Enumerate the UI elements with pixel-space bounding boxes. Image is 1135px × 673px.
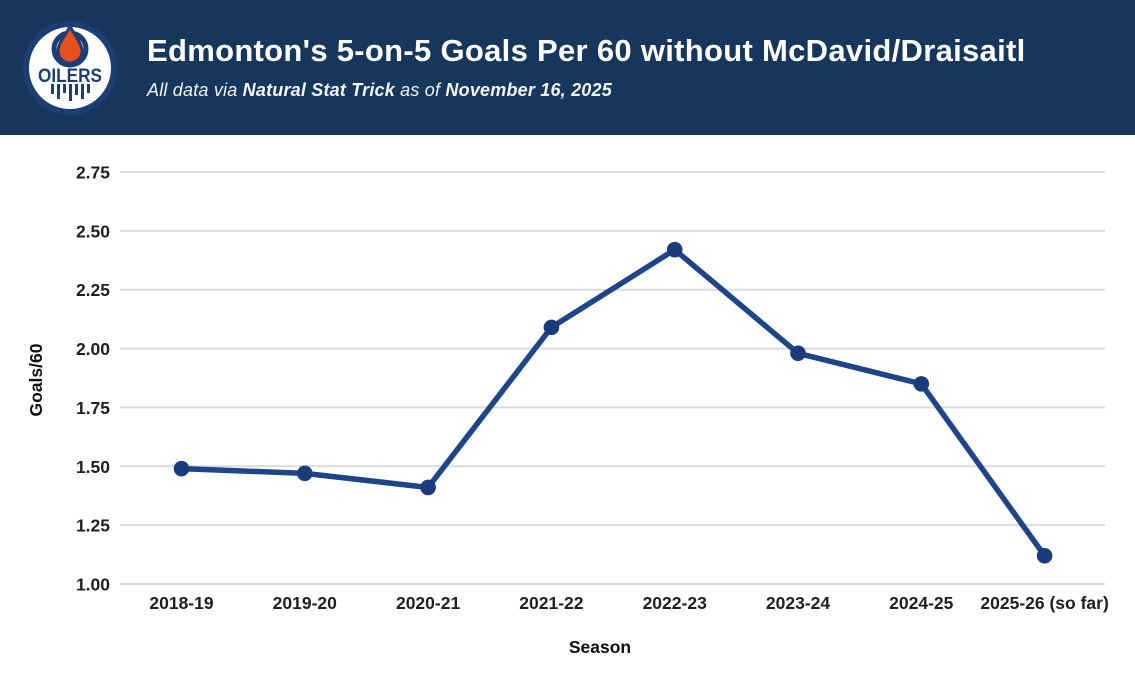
x-tick-label: 2023-24	[766, 593, 830, 613]
header-banner: OILERS Edmonton's 5-on-5 Goals Per 60 wi…	[0, 0, 1135, 135]
page-title: Edmonton's 5-on-5 Goals Per 60 without M…	[147, 33, 1026, 69]
y-tick-label: 1.00	[76, 575, 110, 595]
y-tick-label: 2.50	[76, 221, 110, 241]
y-tick-label: 1.75	[76, 398, 110, 418]
data-point	[1036, 547, 1053, 564]
line-chart: 1.00 1.25 1.50 1.75 2.00 2.25 2.50 2.75 2018-19 2…	[0, 135, 1135, 673]
data-point	[666, 241, 683, 258]
y-tick-label: 2.00	[76, 339, 110, 359]
oilers-logo: OILERS	[23, 20, 117, 115]
x-tick-label: 2019-20	[273, 593, 337, 613]
logo-wordmark: OILERS	[38, 66, 102, 87]
data-point	[790, 345, 806, 362]
data-point	[913, 376, 930, 392]
oil-drop-icon	[56, 21, 84, 64]
x-tick-label: 2022-23	[643, 593, 707, 613]
x-tick-label: 2018-19	[149, 593, 213, 613]
y-tick-label: 1.50	[76, 457, 110, 477]
data-point	[420, 479, 436, 496]
subtitle-middle: as of	[394, 79, 446, 100]
x-tick-label: 2025-26 (so far)	[980, 593, 1108, 613]
subtitle: All data via Natural Stat Trick as of No…	[147, 80, 1026, 101]
x-tick-label: 2020-21	[396, 593, 460, 613]
data-point	[297, 465, 313, 482]
y-tick-label: 1.25	[76, 516, 110, 536]
x-tick-label: 2024-25	[889, 593, 953, 613]
subtitle-prefix: All data via	[147, 79, 243, 100]
x-tick-label: 2021-22	[519, 593, 583, 613]
subtitle-date: November 16, 2025	[445, 79, 612, 100]
logo-drip-stripes	[51, 83, 90, 101]
y-axis-label: Goals/60	[26, 343, 46, 416]
chart-canvas: 1.00 1.25 1.50 1.75 2.00 2.25 2.50 2.75 2018-19 2…	[26, 163, 1109, 658]
y-tick-label: 2.75	[76, 163, 110, 183]
data-point	[543, 319, 560, 336]
y-tick-label: 2.25	[76, 280, 110, 300]
subtitle-source: Natural Stat Trick	[242, 79, 395, 100]
x-axis-label: Season	[569, 637, 631, 657]
header-text-block: Edmonton's 5-on-5 Goals Per 60 without M…	[147, 34, 1026, 100]
data-point	[173, 460, 190, 477]
trend-line	[178, 246, 1048, 559]
